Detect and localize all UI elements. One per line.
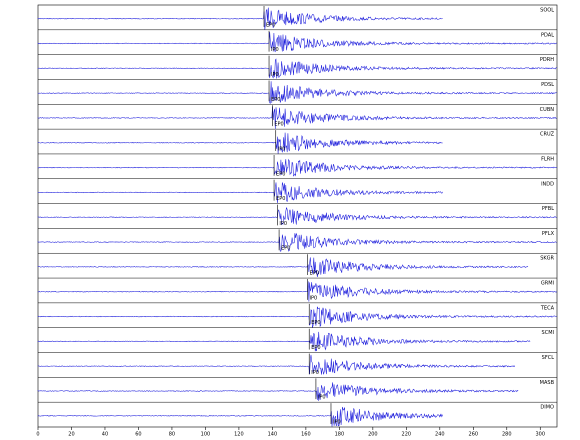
station-label: PDAL [541, 32, 554, 38]
x-tick-label: 160 [301, 432, 311, 438]
x-tick-label: 280 [502, 432, 512, 438]
station-label: PFBL [542, 206, 554, 212]
station-label: PFLX [542, 231, 555, 237]
waveform [37, 182, 443, 203]
pick-label: EP0 [276, 171, 285, 177]
waveform [37, 257, 529, 278]
waveform [37, 132, 443, 154]
waveform [37, 281, 557, 302]
waveform [37, 232, 557, 252]
x-tick-label: 40 [102, 432, 108, 438]
pick-label: IP0 [311, 370, 319, 376]
station-label: SOOL [540, 8, 554, 14]
pick-label: IP0 [271, 47, 279, 53]
plot-frame [37, 4, 558, 428]
pick-label: EP0 [271, 97, 280, 103]
waveform [37, 58, 557, 79]
pick-label: EP0 [274, 122, 283, 128]
station-label: TECA [540, 305, 555, 311]
pick-label: EP0 [276, 196, 285, 202]
pick-label: IP0 [278, 146, 286, 152]
pick-label: IP0 [271, 72, 279, 78]
pick-label: EP0 [281, 246, 290, 252]
waveform [37, 406, 443, 427]
pick-label: EP0 [310, 271, 319, 277]
pick-label: EP0 [311, 345, 320, 351]
pick-label: IP0 [318, 395, 326, 401]
waveform [37, 207, 557, 226]
station-label: INDD [541, 181, 554, 187]
waveform [37, 106, 557, 129]
x-tick-label: 100 [201, 432, 211, 438]
pick-label: IP0 [310, 295, 318, 301]
station-label: PDRH [540, 57, 554, 63]
pick-label: EP0 [311, 320, 320, 326]
pick-label: IP0 [333, 420, 341, 426]
x-tick-label: 20 [68, 432, 74, 438]
waveform [37, 81, 557, 104]
x-tick-label: 120 [234, 432, 244, 438]
x-tick-label: 300 [535, 432, 545, 438]
station-label: SCMI [542, 330, 554, 336]
station-label: SKGR [540, 256, 554, 262]
waveform [37, 158, 557, 177]
waveform [37, 331, 531, 352]
pick-label: EP0 [266, 22, 275, 28]
x-tick-label: 200 [368, 432, 378, 438]
x-tick-label: 240 [435, 432, 445, 438]
waveform [37, 354, 515, 375]
x-tick-label: 140 [268, 432, 278, 438]
x-tick-label: 0 [36, 432, 39, 438]
station-label: CUBN [540, 107, 555, 113]
waveform [37, 32, 557, 53]
x-tick-label: 80 [169, 432, 175, 438]
station-label: PDSL [541, 82, 554, 88]
station-label: GRMI [541, 281, 554, 287]
x-tick-label: 60 [135, 432, 141, 438]
x-tick-label: 260 [469, 432, 479, 438]
station-label: DIMO [540, 405, 554, 411]
station-label: FLRH [541, 156, 554, 162]
waveform [37, 306, 557, 328]
pick-label: IP0 [279, 221, 287, 227]
station-label: CRUZ [540, 132, 555, 138]
station-label: SFCL [542, 355, 555, 361]
x-tick-label: 220 [402, 432, 412, 438]
station-label: MASB [540, 380, 555, 386]
x-tick-label: 180 [335, 432, 345, 438]
waveform [37, 382, 519, 401]
waveform [37, 7, 443, 30]
